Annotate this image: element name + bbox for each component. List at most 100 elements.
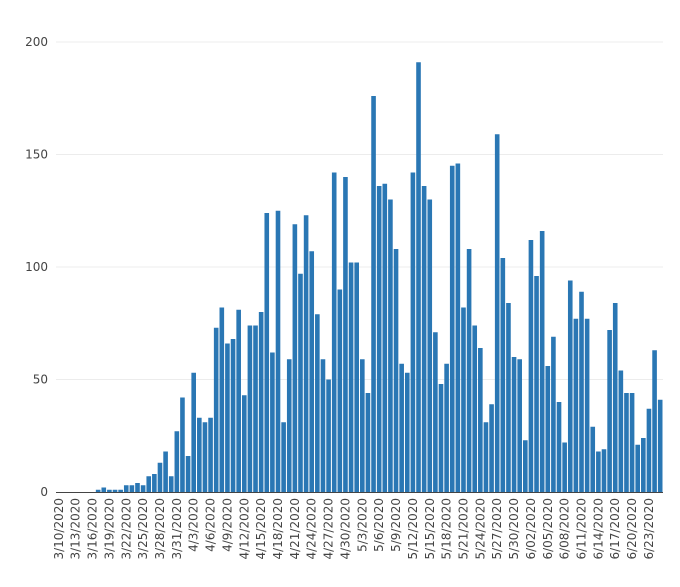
x-tick-label: 5/9/2020 xyxy=(389,498,403,552)
y-tick-label: 150 xyxy=(25,148,48,162)
bar xyxy=(539,231,545,492)
bar xyxy=(652,350,657,492)
bar xyxy=(140,485,146,492)
bar xyxy=(393,249,399,492)
x-tick-label: 5/21/2020 xyxy=(456,498,470,560)
x-tick-label: 4/24/2020 xyxy=(305,498,319,560)
bar xyxy=(129,485,135,492)
bar xyxy=(152,474,157,492)
bar xyxy=(416,62,421,492)
bar xyxy=(236,309,241,492)
bar xyxy=(567,280,573,492)
bar xyxy=(309,251,315,492)
bar xyxy=(376,186,382,492)
x-tick-label: 3/25/2020 xyxy=(136,498,150,560)
bar xyxy=(444,363,449,492)
bar xyxy=(404,372,410,492)
bar xyxy=(348,262,354,492)
bar xyxy=(343,177,348,492)
bar xyxy=(275,210,281,492)
x-tick-label: 5/3/2020 xyxy=(355,498,369,552)
bar xyxy=(607,330,612,492)
bar xyxy=(596,451,601,492)
bar xyxy=(472,325,478,492)
bar xyxy=(95,489,101,492)
bar xyxy=(298,273,303,492)
bar xyxy=(624,393,629,492)
bar xyxy=(534,276,539,492)
bar xyxy=(315,314,320,492)
bar xyxy=(219,307,225,492)
x-tick-label: 5/6/2020 xyxy=(372,498,386,552)
bar xyxy=(360,359,365,492)
bar xyxy=(466,249,472,492)
x-tick-label: 6/05/2020 xyxy=(541,498,555,560)
x-tick-label: 3/22/2020 xyxy=(119,498,133,560)
bar xyxy=(157,462,163,492)
x-tick-label: 3/28/2020 xyxy=(153,498,167,560)
bar xyxy=(629,393,635,492)
x-tick-label: 4/21/2020 xyxy=(288,498,302,560)
bar xyxy=(197,417,202,492)
x-tick-label: 5/18/2020 xyxy=(440,498,454,560)
bar xyxy=(382,183,388,492)
x-tick-label: 4/12/2020 xyxy=(237,498,251,560)
y-axis: 0 50 100 150 200 xyxy=(25,35,48,499)
x-tick-label: 4/9/2020 xyxy=(220,498,234,552)
gridlines xyxy=(56,41,663,380)
y-tick-label: 50 xyxy=(33,373,48,387)
bar xyxy=(185,456,191,492)
bar xyxy=(421,186,427,492)
x-tick-label: 4/18/2020 xyxy=(271,498,285,560)
bar xyxy=(112,489,118,492)
bar xyxy=(511,357,517,492)
x-tick-label: 3/10/2020 xyxy=(52,498,66,560)
bar xyxy=(427,199,433,492)
bar xyxy=(461,307,466,492)
x-axis: 3/10/2020 3/13/2020 3/16/2020 3/19/2020 3/22… xyxy=(52,492,663,560)
x-tick-label: 5/27/2020 xyxy=(490,498,504,560)
bar xyxy=(118,489,123,492)
bar xyxy=(208,417,213,492)
bar xyxy=(556,402,562,492)
bar xyxy=(326,379,331,492)
bar xyxy=(168,476,174,492)
bar xyxy=(174,431,180,492)
x-tick-label: 5/24/2020 xyxy=(473,498,487,560)
bar xyxy=(528,240,534,492)
x-tick-label: 4/27/2020 xyxy=(322,498,336,560)
bar xyxy=(247,325,253,492)
bar xyxy=(292,224,298,492)
x-tick-label: 6/20/2020 xyxy=(625,498,639,560)
bar xyxy=(107,489,112,492)
bar xyxy=(551,336,556,492)
x-tick-label: 6/11/2020 xyxy=(575,498,589,560)
bar xyxy=(191,372,196,492)
y-tick-label: 200 xyxy=(25,35,48,49)
x-tick-label: 5/30/2020 xyxy=(507,498,521,560)
x-tick-label: 3/16/2020 xyxy=(86,498,100,560)
bar xyxy=(449,165,455,492)
bar xyxy=(657,399,663,492)
bar xyxy=(281,422,286,492)
bar xyxy=(641,438,646,492)
bar xyxy=(320,359,326,492)
bar xyxy=(365,393,371,492)
bar xyxy=(163,451,168,492)
x-tick-label: 3/19/2020 xyxy=(102,498,116,560)
x-tick-label: 5/12/2020 xyxy=(406,498,420,560)
x-tick-label: 6/23/2020 xyxy=(642,498,656,560)
bar xyxy=(354,262,359,492)
bar xyxy=(612,303,618,492)
bar xyxy=(590,426,596,492)
bar xyxy=(500,258,506,492)
bar xyxy=(618,370,624,492)
x-tick-label: 4/30/2020 xyxy=(338,498,352,560)
bar xyxy=(241,395,247,492)
bar xyxy=(135,483,140,492)
bar xyxy=(337,289,343,492)
bar xyxy=(573,318,579,492)
x-tick-label: 4/6/2020 xyxy=(204,498,218,552)
bar xyxy=(388,199,393,492)
bar xyxy=(579,291,584,492)
